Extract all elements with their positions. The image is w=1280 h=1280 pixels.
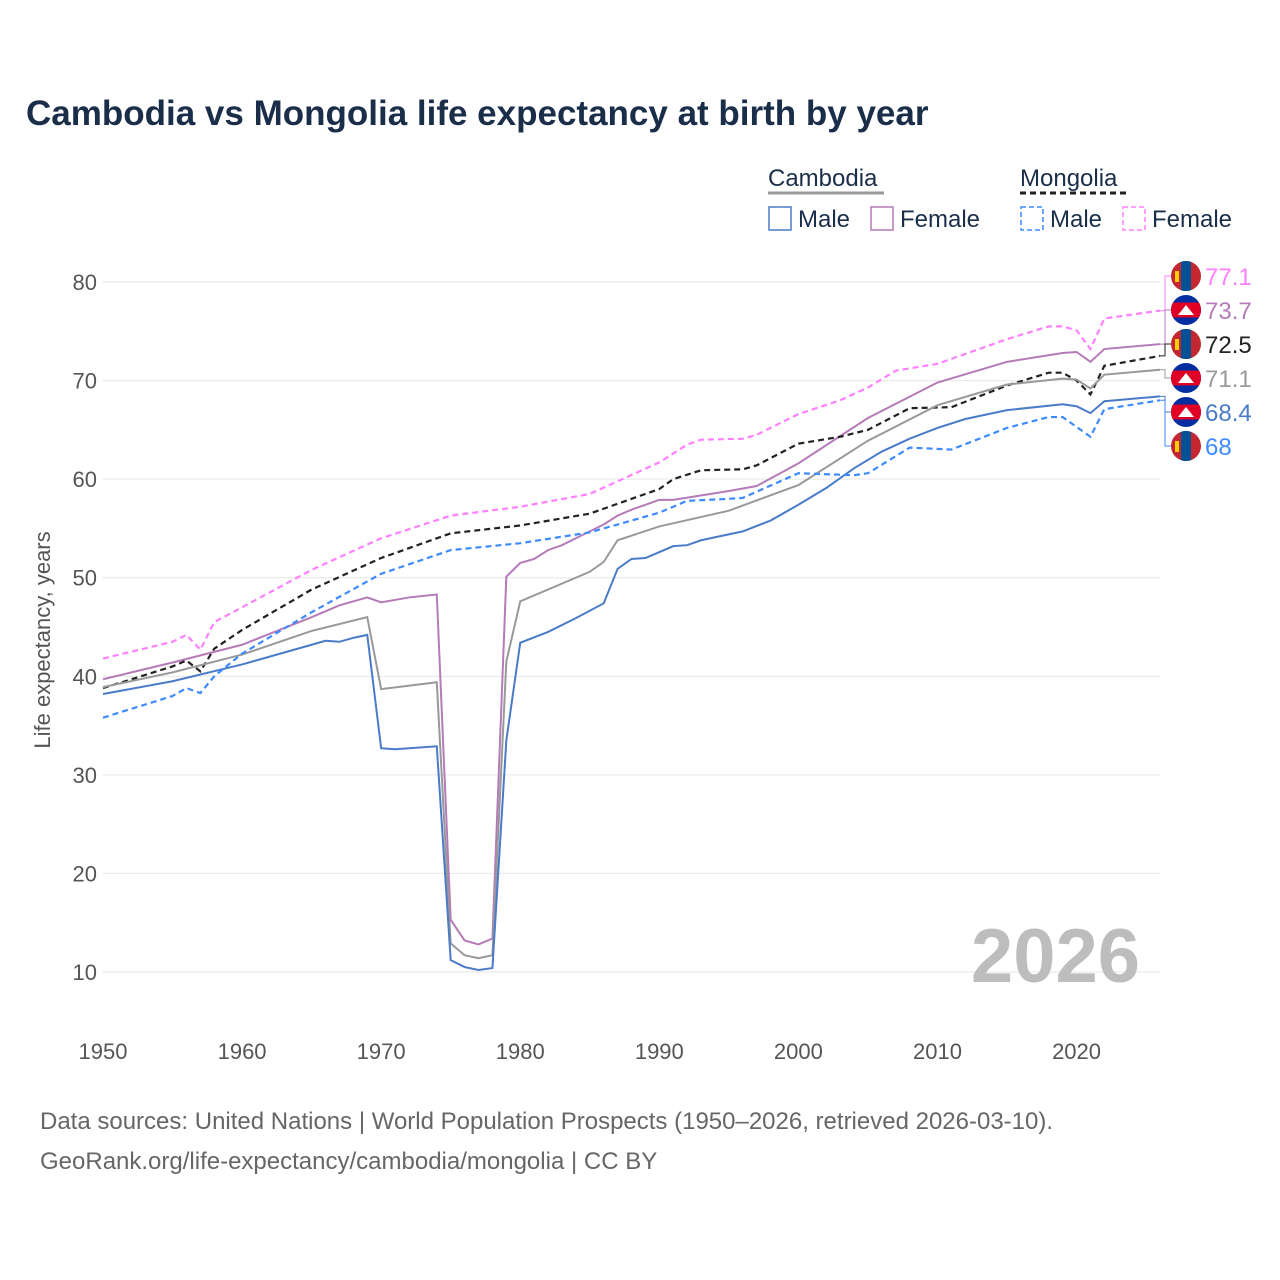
end-connector <box>1160 343 1172 357</box>
legend-group-mongolia: Mongolia <box>1020 165 1118 192</box>
mongolia-flag-icon <box>1171 261 1201 291</box>
y-tick-label: 40 <box>73 664 97 689</box>
y-tick-label: 70 <box>73 369 97 394</box>
end-connector <box>1160 369 1172 379</box>
legend-item-male: Male <box>798 206 850 233</box>
x-tick-label: 2010 <box>913 1039 962 1064</box>
legend-swatch <box>768 206 792 231</box>
x-tick-label: 1950 <box>79 1039 128 1064</box>
x-tick-label: 2020 <box>1052 1039 1101 1064</box>
y-tick-label: 20 <box>73 861 97 886</box>
legend-item-female: Female <box>1152 206 1232 233</box>
end-connector <box>1160 399 1172 447</box>
y-axis-label: Life expectancy, years <box>30 531 55 748</box>
legend-item-female: Female <box>900 206 980 233</box>
y-tick-label: 10 <box>73 960 97 985</box>
series-line-cambodia-male <box>102 395 1161 972</box>
end-value-label: 77.1 <box>1205 264 1252 291</box>
y-tick-label: 50 <box>73 566 97 591</box>
year-watermark: 2026 <box>971 914 1140 999</box>
mongolia-flag-icon <box>1171 329 1201 359</box>
cambodia-flag-icon <box>1171 363 1201 393</box>
legend-swatch <box>1122 206 1146 231</box>
mongolia-flag-icon <box>1171 431 1201 461</box>
end-value-label: 72.5 <box>1205 332 1252 359</box>
x-tick-label: 2000 <box>774 1039 823 1064</box>
legend-swatch <box>1020 206 1044 231</box>
source-url: GeoRank.org/life-expectancy/cambodia/mon… <box>40 1148 658 1175</box>
source-text: Data sources: United Nations | World Pop… <box>40 1108 1054 1135</box>
series-line-mongolia-female <box>102 309 1161 660</box>
x-tick-label: 1970 <box>357 1039 406 1064</box>
end-value-label: 71.1 <box>1205 366 1252 393</box>
end-connector <box>1160 275 1172 312</box>
y-tick-label: 30 <box>73 763 97 788</box>
end-connector <box>1160 309 1172 345</box>
end-value-label: 68.4 <box>1205 400 1252 427</box>
chart-title: Cambodia vs Mongolia life expectancy at … <box>26 94 929 133</box>
series-line-cambodia <box>102 368 1161 960</box>
x-tick-label: 1960 <box>218 1039 267 1064</box>
series-line-cambodia-female <box>102 343 1161 946</box>
y-tick-label: 60 <box>73 467 97 492</box>
x-tick-label: 1990 <box>635 1039 684 1064</box>
x-tick-label: 1980 <box>496 1039 545 1064</box>
legend-item-male: Male <box>1050 206 1102 233</box>
end-connector <box>1160 395 1172 413</box>
end-value-label: 73.7 <box>1205 298 1252 325</box>
cambodia-flag-icon <box>1171 397 1201 427</box>
cambodia-flag-icon <box>1171 295 1201 325</box>
legend-swatch <box>870 206 894 231</box>
series-line-mongolia <box>102 354 1161 690</box>
end-value-label: 68 <box>1205 434 1232 461</box>
legend-group-cambodia: Cambodia <box>768 165 878 192</box>
y-tick-label: 80 <box>73 270 97 295</box>
